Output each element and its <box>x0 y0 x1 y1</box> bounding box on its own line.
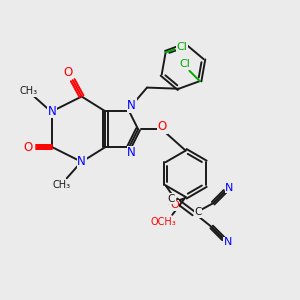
Text: O: O <box>23 140 32 154</box>
Text: N: N <box>224 237 232 248</box>
Text: Cl: Cl <box>176 41 188 52</box>
Text: N: N <box>47 105 56 118</box>
Text: Cl: Cl <box>179 59 190 69</box>
Text: N: N <box>77 155 86 168</box>
Text: N: N <box>127 99 136 112</box>
Text: C: C <box>168 194 175 204</box>
Text: CH₃: CH₃ <box>20 86 38 96</box>
Text: C: C <box>195 207 202 217</box>
Text: O: O <box>170 200 179 210</box>
Text: CH₃: CH₃ <box>52 180 70 190</box>
Text: N: N <box>127 146 136 160</box>
Text: OCH₃: OCH₃ <box>151 217 176 227</box>
Text: N: N <box>225 183 234 193</box>
Text: O: O <box>64 66 73 79</box>
Text: O: O <box>158 120 167 133</box>
